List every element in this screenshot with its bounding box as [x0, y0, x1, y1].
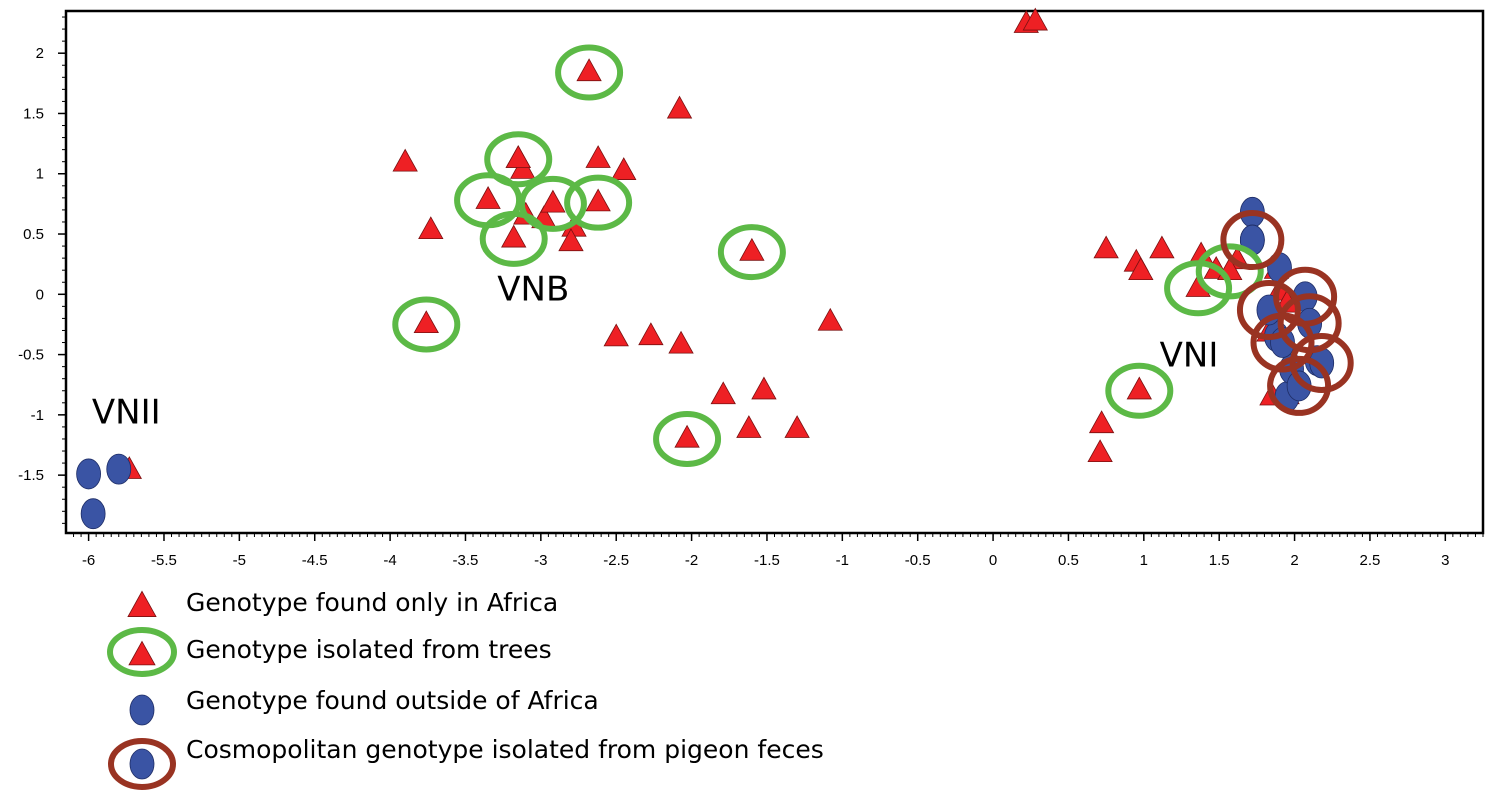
tree-ring-marker [518, 175, 587, 232]
x-tick-label: -0.5 [905, 552, 931, 569]
y-tick-label: 1.5 [23, 105, 44, 122]
africa-triangle-point [817, 307, 843, 331]
tree-triangle-point [540, 189, 566, 213]
pigeon-ring-marker [1250, 312, 1315, 373]
africa-triangle-point [392, 148, 418, 172]
africa-triangle-point [1087, 439, 1113, 463]
tree-ring-marker [653, 410, 722, 467]
x-tick-label: 1 [1140, 552, 1148, 569]
tree-triangle-point [413, 310, 439, 334]
cluster-label: VNII [92, 392, 161, 432]
pigeon-ring-marker [1236, 279, 1301, 340]
tree-ring-marker [555, 44, 624, 101]
africa-triangle-point [784, 415, 810, 438]
africa-triangle-point [1149, 235, 1175, 259]
legend-label: Genotype isolated from trees [186, 635, 552, 664]
pigeon-ring-marker [1267, 355, 1332, 416]
africa-triangle-point [611, 157, 637, 180]
africa-triangle-point [668, 330, 694, 354]
x-tick-label: 2 [1290, 552, 1298, 569]
cluster-label: VNB [497, 269, 569, 309]
legend-label: Cosmopolitan genotype isolated from pige… [186, 735, 824, 764]
legend-triangle-icon [128, 640, 156, 666]
x-tick-label: -5.5 [151, 552, 177, 569]
y-tick-label: -0.5 [18, 347, 44, 364]
x-tick-label: -4.5 [302, 552, 328, 569]
y-tick-label: -1 [31, 407, 44, 424]
tree-triangle-point [501, 224, 527, 248]
x-tick-label: 0 [989, 552, 997, 569]
x-tick-label: 1.5 [1209, 552, 1230, 569]
x-tick-label: -1 [836, 552, 849, 569]
africa-triangle-point [638, 322, 664, 346]
africa-triangle-point [751, 376, 777, 400]
tree-ring-marker [479, 210, 548, 267]
tree-triangle-point [674, 424, 700, 448]
africa-triangle-point [736, 415, 762, 438]
x-tick-label: 3 [1441, 552, 1449, 569]
tree-ring-marker [717, 224, 786, 281]
x-tick-label: -2.5 [603, 552, 629, 569]
y-tick-label: 0.5 [23, 226, 44, 243]
tree-ring-marker [564, 174, 633, 231]
pigeon-ring-marker [1220, 210, 1285, 271]
africa-triangle-point [1093, 235, 1119, 259]
x-tick-label: -3.5 [453, 552, 479, 569]
africa-triangle-point [1022, 7, 1048, 31]
africa-triangle-point [1088, 410, 1115, 434]
axes: -6 -5.5 -5 -4.5 -4 -3.5 -3 -2.5 -2 -1.5 -1 -0.5 0 0.5… [18, 9, 1485, 569]
tree-triangle-point [1126, 376, 1152, 400]
tree-ring-marker [392, 296, 461, 353]
tree-ring-marker [1105, 362, 1174, 419]
tree-triangle-point [585, 188, 611, 212]
legend-label: Genotype found outside of Africa [186, 686, 599, 715]
y-tick-label: 0 [36, 286, 44, 303]
outside-circle-point [80, 498, 106, 530]
legend-label: Genotype found only in Africa [186, 588, 558, 617]
y-tick-label: 1 [36, 166, 44, 183]
africa-triangle-point [603, 323, 629, 347]
x-tick-label: -3 [534, 552, 547, 569]
x-tick-label: -6 [82, 552, 95, 569]
africa-triangle-point [585, 145, 611, 168]
outside-circle-point [106, 453, 132, 485]
x-tick-label: -4 [383, 552, 396, 569]
pigeon-ring-marker [1289, 333, 1354, 394]
tree-triangle-point [505, 145, 531, 168]
legend-pigeon-ring-icon [108, 738, 176, 790]
tree-ring-marker [484, 131, 553, 188]
legend-triangle-icon [127, 590, 157, 617]
x-tick-label: -2 [685, 552, 698, 569]
cluster-label: VNI [1160, 336, 1219, 376]
tree-triangle-point [576, 58, 602, 82]
africa-triangle-point [710, 381, 736, 405]
legend: Genotype found only in Africa Genotype is… [107, 588, 824, 790]
x-tick-label: -5 [233, 552, 246, 569]
data-points [76, 7, 1354, 530]
outside-circle-point [76, 458, 102, 490]
legend-circle-icon [129, 694, 155, 726]
legend-circle-icon [129, 748, 155, 780]
x-tick-label: -1.5 [754, 552, 780, 569]
y-tick-label: -1.5 [18, 467, 44, 484]
x-tick-label: 2.5 [1360, 552, 1381, 569]
africa-triangle-point [1128, 257, 1154, 281]
tree-triangle-point [475, 186, 501, 209]
africa-triangle-point [558, 228, 584, 252]
tree-triangle-point [739, 237, 765, 261]
africa-triangle-point [666, 95, 693, 119]
legend-tree-ring-icon [107, 627, 177, 677]
cluster-labels: VNII VNB VNI [92, 269, 1218, 432]
tree-ring-marker [1195, 243, 1264, 300]
africa-triangle-point [418, 216, 444, 240]
x-tick-label: 0.5 [1058, 552, 1079, 569]
y-tick-label: 2 [36, 45, 44, 62]
